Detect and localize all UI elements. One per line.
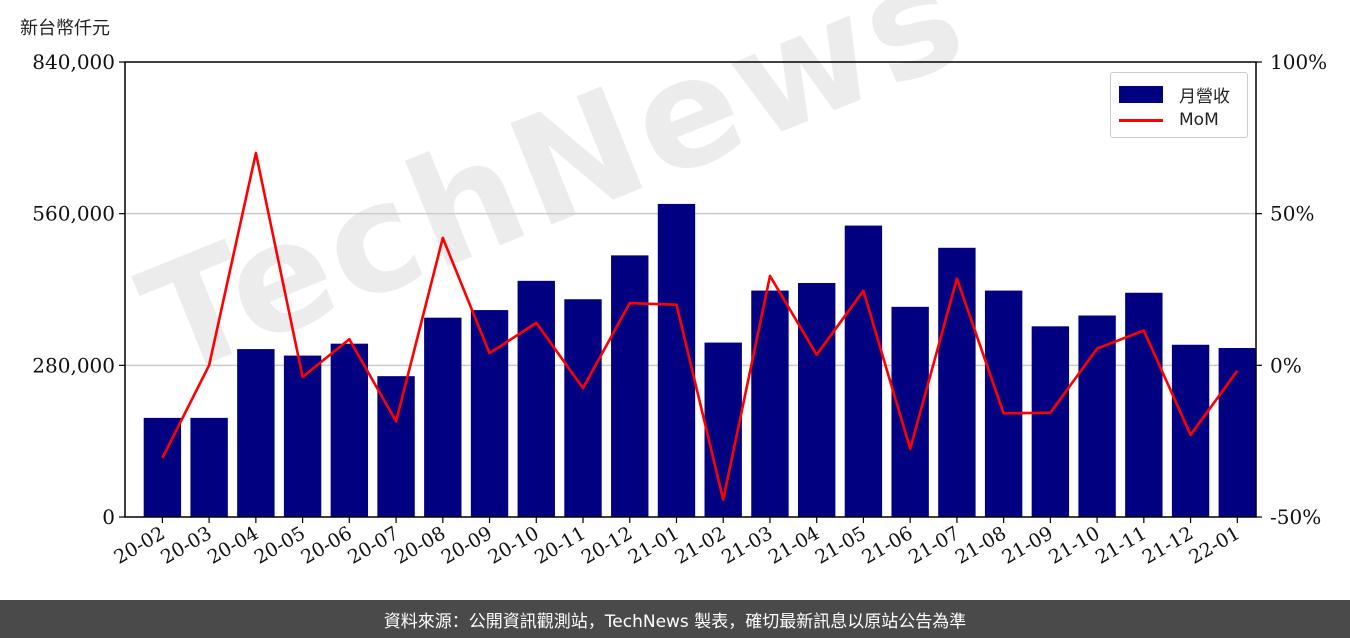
revenue-bar: [891, 306, 929, 517]
source-footer: 資料來源：公開資訊觀測站，TechNews 製表，確切最新訊息以原站公告為準: [0, 600, 1350, 638]
revenue-bar: [844, 225, 883, 518]
y2-tick-label: 100%: [1270, 50, 1327, 74]
x-tick-label: 20-08: [391, 522, 449, 568]
revenue-bar: [470, 310, 509, 517]
source-footer-text: 資料來源：公開資訊觀測站，TechNews 製表，確切最新訊息以原站公告為準: [383, 611, 967, 632]
chart-legend: 月營收 MoM: [1110, 72, 1248, 138]
x-tick-label: 20-04: [204, 522, 262, 568]
revenue-bar: [190, 417, 228, 517]
revenue-bar: [984, 290, 1023, 517]
revenue-bar: [330, 343, 369, 517]
y-tick-label: 560,000: [32, 202, 115, 226]
plot-frame: [124, 61, 1257, 518]
x-tick-label: 20-07: [344, 522, 402, 568]
x-tick-label: 20-09: [438, 522, 496, 568]
revenue-bar: [1125, 292, 1163, 517]
x-tick-label: 21-10: [1045, 522, 1103, 568]
y-tick-label: 840,000: [32, 50, 115, 74]
x-tick-label: 21-06: [858, 522, 916, 568]
legend-label-revenue: 月營收: [1179, 87, 1230, 107]
revenue-bar: [704, 342, 742, 517]
mom-line: [161, 151, 1239, 502]
revenue-bar: [1078, 315, 1116, 517]
x-tick-label: 21-04: [765, 522, 823, 568]
x-tick-label: 20-02: [110, 522, 168, 568]
legend-item-revenue: 月營收: [1119, 82, 1230, 107]
revenue-bar: [797, 283, 836, 517]
x-tick-label: 21-11: [1092, 522, 1150, 568]
y2-tick-label: 0%: [1270, 353, 1302, 377]
chart-canvas: 0 280,000 560,000 840,000 -50% 0% 50% 100% 20-02…: [32, 50, 1327, 569]
legend-label-mom: MoM: [1179, 110, 1219, 130]
y-axis-unit-label: 新台幣仟元: [20, 18, 110, 39]
revenue-bar: [564, 299, 602, 517]
y2-tick-label: -50%: [1270, 505, 1321, 529]
legend-swatch-mom: [1119, 118, 1163, 122]
x-tick-label: 21-12: [1139, 522, 1197, 568]
x-tick-label: 21-02: [671, 522, 729, 568]
revenue-bar: [1171, 344, 1210, 517]
x-tick-label: 20-05: [251, 522, 309, 568]
legend-item-mom: MoM: [1119, 110, 1219, 130]
x-tick-label: 20-11: [531, 522, 589, 568]
x-tick-label: 21-07: [905, 522, 963, 568]
x-tick-label: 21-09: [998, 522, 1056, 568]
revenue-bar: [751, 290, 789, 517]
revenue-bar: [1218, 348, 1256, 517]
revenue-bar: [938, 247, 976, 517]
x-tick-label: 21-05: [811, 522, 869, 568]
x-tick-label: 20-03: [157, 522, 215, 568]
revenue-bar: [611, 255, 649, 517]
x-tick-label: 20-10: [484, 522, 542, 568]
x-tick-label: 20-12: [578, 522, 636, 568]
x-tick-label: 22-01: [1185, 522, 1243, 568]
revenue-bar: [517, 280, 555, 517]
revenue-bar: [237, 349, 275, 517]
x-tick-label: 20-06: [297, 522, 355, 568]
legend-swatch-revenue: [1119, 86, 1163, 103]
x-tick-label: 21-03: [718, 522, 776, 568]
y-tick-label: 0: [102, 505, 115, 529]
y-tick-label: 280,000: [32, 353, 115, 377]
x-tick-label: 21-01: [625, 522, 683, 568]
x-tick-label: 21-08: [952, 522, 1010, 568]
y2-tick-label: 50%: [1270, 202, 1314, 226]
revenue-bar: [424, 317, 462, 517]
revenue-bar: [283, 355, 322, 517]
revenue-bar: [1031, 326, 1070, 517]
